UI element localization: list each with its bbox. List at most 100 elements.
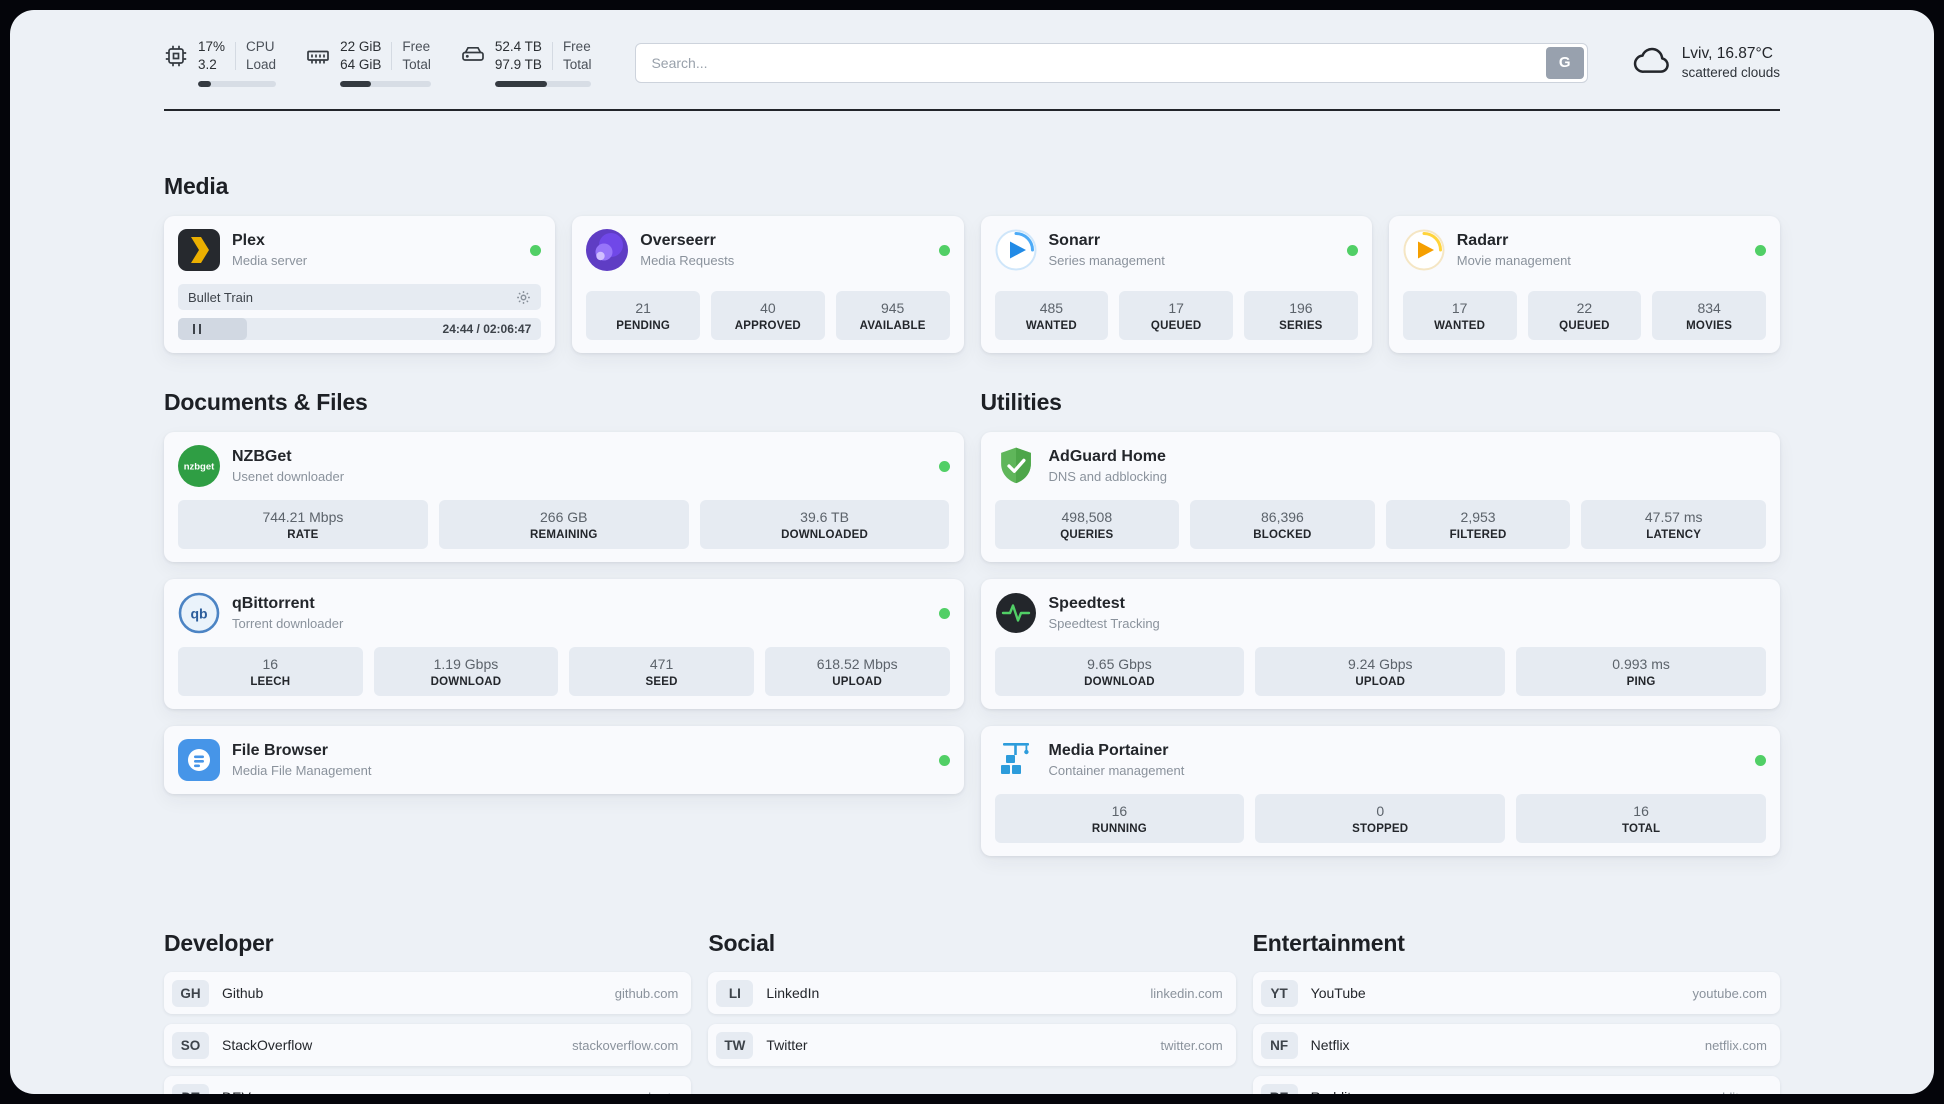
speedtest-card[interactable]: Speedtest Speedtest Tracking 9.65 Gbps D… bbox=[980, 579, 1780, 710]
bookmark-stackoverflow[interactable]: SO StackOverflow stackoverflow.com bbox=[164, 1024, 692, 1067]
disk-label-top: Free bbox=[562, 39, 591, 54]
disk-label-bottom: Total bbox=[562, 57, 592, 73]
stat-label: UPLOAD bbox=[1355, 676, 1406, 689]
stat-value: 16 bbox=[262, 656, 279, 673]
stat-label: APPROVED bbox=[734, 320, 801, 333]
bookmark-name: Netflix bbox=[1310, 1037, 1350, 1054]
stat-tile: 266 GB REMAINING bbox=[438, 500, 689, 550]
stat-value: 40 bbox=[760, 300, 776, 317]
bookmark-name: Twitter bbox=[766, 1037, 808, 1054]
stat-label: QUEUED bbox=[1559, 320, 1610, 333]
nzbget-card[interactable]: nzbget NZBGet Usenet downloader 74 bbox=[164, 432, 964, 563]
stat-label: LATENCY bbox=[1646, 529, 1702, 542]
search-input[interactable] bbox=[635, 42, 1588, 83]
adguard-card[interactable]: AdGuard Home DNS and adblocking 498,508 … bbox=[980, 432, 1780, 563]
bookmark-linkedin[interactable]: LI LinkedIn linkedin.com bbox=[708, 972, 1236, 1015]
cloud-icon bbox=[1632, 44, 1672, 81]
app-name: AdGuard Home bbox=[1048, 448, 1166, 466]
cpu-label-bottom: Load bbox=[246, 57, 277, 73]
radarr-card[interactable]: Radarr Movie management 17 WANTED 22 QUE… bbox=[1388, 216, 1780, 354]
stat-label: SERIES bbox=[1279, 320, 1323, 333]
bookmark-abbr: SO bbox=[172, 1031, 209, 1059]
app-subtitle: Speedtest Tracking bbox=[1048, 616, 1160, 632]
stat-label: RUNNING bbox=[1091, 823, 1147, 836]
search-engine-button[interactable]: G bbox=[1545, 46, 1584, 79]
bookmark-reddit[interactable]: RE Reddit reddit.com bbox=[1252, 1076, 1780, 1094]
ram-label-bottom: Total bbox=[402, 57, 431, 73]
stat-value: 498,508 bbox=[1061, 509, 1113, 526]
ram-usage-bar-fill bbox=[340, 81, 371, 88]
bookmark-github[interactable]: GH Github github.com bbox=[164, 972, 692, 1015]
qbittorrent-icon: qb bbox=[178, 592, 220, 634]
social-section: Social LI LinkedIn linkedin.com TW Twitt… bbox=[708, 930, 1236, 1094]
stat-value: 0 bbox=[1376, 803, 1385, 820]
qbittorrent-card[interactable]: qb qBittorrent Torrent downloader bbox=[164, 579, 964, 710]
bookmark-dev[interactable]: DT DEV dev.to bbox=[164, 1076, 692, 1094]
bookmark-name: Github bbox=[222, 985, 264, 1002]
ram-free-value: 22 GiB bbox=[340, 39, 382, 54]
utilities-section-title: Utilities bbox=[980, 389, 1062, 416]
stat-tile: 22 QUEUED bbox=[1527, 291, 1642, 341]
status-dot bbox=[938, 244, 950, 256]
bookmark-abbr: NF bbox=[1260, 1031, 1298, 1059]
svg-text:nzbget: nzbget bbox=[184, 462, 215, 473]
developer-section: Developer GH Github github.com SO StackO… bbox=[164, 930, 692, 1094]
stat-label: FILTERED bbox=[1449, 529, 1507, 542]
stat-value: 16 bbox=[1633, 803, 1649, 820]
app-subtitle: Media Requests bbox=[640, 253, 735, 269]
stream-settings-gear-icon[interactable] bbox=[516, 290, 531, 305]
stat-value: 1.19 Gbps bbox=[433, 656, 499, 673]
playback-progress-bar[interactable]: 24:44 / 02:06:47 bbox=[178, 318, 542, 341]
disk-usage-bar bbox=[494, 81, 592, 88]
plex-now-playing: Bullet Train 24:44 / 02:06:4 bbox=[178, 284, 542, 341]
stat-tile: 40 APPROVED bbox=[711, 291, 825, 341]
disk-total-value: 97.9 TB bbox=[494, 57, 542, 73]
cpu-label-top: CPU bbox=[246, 39, 275, 54]
stat-value: 39.6 TB bbox=[800, 509, 849, 526]
weather-widget: Lviv, 16.87°C scattered clouds bbox=[1632, 44, 1780, 81]
stat-tile: 196 SERIES bbox=[1244, 291, 1358, 341]
disk-free-value: 52.4 TB bbox=[494, 39, 542, 54]
app-subtitle: Media server bbox=[232, 253, 308, 269]
stat-label: DOWNLOAD bbox=[1084, 676, 1155, 689]
utilities-section: Utilities bbox=[980, 389, 1780, 857]
stat-label: DOWNLOADED bbox=[781, 529, 869, 542]
overseerr-card[interactable]: Overseerr Media Requests 21 PENDING 40 A… bbox=[572, 216, 964, 354]
stat-tile: 2,953 FILTERED bbox=[1385, 500, 1571, 550]
bookmark-twitter[interactable]: TW Twitter twitter.com bbox=[708, 1024, 1236, 1067]
app-subtitle: Movie management bbox=[1456, 253, 1571, 269]
bookmark-url: reddit.com bbox=[1706, 1090, 1767, 1094]
pause-icon[interactable] bbox=[178, 324, 216, 335]
stat-value: 618.52 Mbps bbox=[816, 656, 898, 673]
bookmark-netflix[interactable]: NF Netflix netflix.com bbox=[1252, 1024, 1780, 1067]
ram-label-top: Free bbox=[402, 39, 431, 54]
portainer-card[interactable]: Media Portainer Container management 16 … bbox=[980, 726, 1780, 857]
app-name: qBittorrent bbox=[232, 595, 315, 613]
stat-value: 0.993 ms bbox=[1612, 656, 1670, 673]
bookmark-url: github.com bbox=[614, 985, 679, 1001]
entertainment-section: Entertainment YT YouTube youtube.com NF … bbox=[1252, 930, 1780, 1094]
filebrowser-card[interactable]: File Browser Media File Management bbox=[164, 726, 964, 795]
bookmark-url: linkedin.com bbox=[1150, 985, 1223, 1001]
cpu-load-value: 3.2 bbox=[198, 57, 217, 73]
stat-value: 17 bbox=[1451, 300, 1468, 317]
bookmark-youtube[interactable]: YT YouTube youtube.com bbox=[1252, 972, 1780, 1015]
cpu-icon bbox=[164, 44, 188, 68]
stat-tile: 16 RUNNING bbox=[994, 794, 1245, 844]
stat-label: PENDING bbox=[616, 320, 671, 333]
sonarr-card[interactable]: Sonarr Series management 485 WANTED 17 Q… bbox=[980, 216, 1372, 354]
status-dot bbox=[530, 244, 542, 256]
header-divider bbox=[164, 109, 1780, 112]
stat-tile: 0.993 ms PING bbox=[1516, 647, 1766, 697]
bookmark-abbr: GH bbox=[172, 979, 209, 1007]
stat-label: SEED bbox=[645, 676, 678, 689]
stat-tile: 471 SEED bbox=[569, 647, 754, 697]
stat-value: 9.65 Gbps bbox=[1087, 656, 1152, 673]
stat-value: 471 bbox=[649, 656, 674, 673]
stat-label: REMAINING bbox=[529, 529, 598, 542]
app-subtitle: Container management bbox=[1048, 763, 1185, 779]
stat-label: MOVIES bbox=[1686, 320, 1733, 333]
ram-widget: 22 GiB 64 GiB Free Total bbox=[306, 38, 431, 88]
disk-usage-bar-fill bbox=[494, 81, 548, 88]
plex-card[interactable]: Plex Media server Bullet Train bbox=[164, 216, 556, 354]
